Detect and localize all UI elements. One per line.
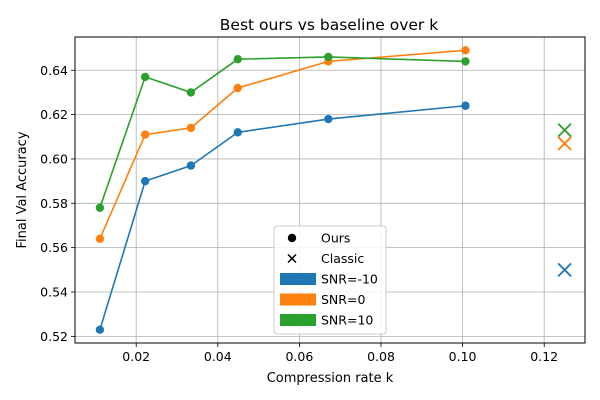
x-axis: 0.02 0.04 0.06 0.08 0.10 0.12	[122, 343, 558, 364]
ours-point-snr-10	[461, 57, 470, 66]
y-tick-label: 0.56	[40, 240, 68, 255]
ours-point-snr-10	[140, 176, 150, 186]
classic-point-snr-0	[557, 136, 572, 151]
legend-marker-circle	[287, 233, 297, 243]
plot-frame	[74, 36, 586, 344]
y-tick-label: 0.64	[40, 63, 68, 78]
ours-point-snr-0	[186, 123, 196, 133]
classic-point-snr-10	[557, 262, 572, 277]
ours-point-snr-0	[233, 83, 242, 93]
x-axis-label: Compression rate k	[267, 371, 394, 386]
x-tick-label: 0.02	[122, 349, 150, 364]
ours-point-snr-0	[140, 130, 150, 139]
ours-point-snr-10	[233, 128, 242, 137]
classic-x-stroke	[557, 262, 572, 277]
legend-x-stroke	[287, 253, 297, 264]
legend-label: Ours	[321, 231, 350, 246]
y-axis: 0.52 0.54 0.56 0.58 0.60 0.62 0.64	[40, 63, 75, 344]
classic-x-stroke	[557, 136, 572, 151]
ours-point-snr-10	[461, 101, 470, 110]
ours-point-snr-0	[95, 234, 105, 243]
legend-label: SNR=0	[321, 292, 365, 307]
ours-point-snr-10	[324, 114, 333, 124]
y-tick-label: 0.62	[40, 107, 68, 122]
legend-label: Classic	[321, 251, 364, 266]
ours-point-snr-10	[186, 161, 196, 170]
classic-point-snr-10	[557, 122, 572, 138]
x-tick-label: 0.08	[367, 349, 395, 364]
ours-point-snr-10	[233, 54, 242, 64]
legend: Ours Classic SNR=-10 SNR=0 SNR=10	[273, 225, 387, 335]
legend-patch	[280, 273, 316, 285]
chart-title: Best ours vs baseline over k	[220, 16, 438, 34]
series-line-snr-10	[99, 104, 466, 330]
y-tick-label: 0.52	[40, 329, 68, 344]
y-tick-label: 0.54	[40, 285, 68, 300]
x-tick-label: 0.04	[204, 349, 232, 364]
legend-label: SNR=10	[321, 313, 373, 328]
legend-patch	[280, 293, 316, 306]
ours-point-snr-10	[140, 72, 150, 82]
legend-marker-x	[287, 253, 297, 264]
ours-point-snr-10	[324, 52, 333, 62]
series-layer	[95, 46, 572, 334]
series-line-snr-10	[99, 56, 466, 209]
legend-patch	[280, 314, 316, 326]
ours-point-snr-10	[186, 88, 196, 97]
y-tick-label: 0.60	[40, 151, 68, 166]
series-line-snr-0	[99, 49, 466, 240]
legend-box	[273, 225, 387, 335]
ours-point-snr-10	[95, 325, 105, 334]
x-tick-label: 0.10	[449, 349, 477, 364]
ours-point-snr-10	[95, 203, 105, 212]
y-tick-label: 0.58	[40, 196, 68, 211]
classic-x-stroke	[557, 122, 572, 138]
x-tick-label: 0.12	[530, 349, 558, 364]
legend-label: SNR=-10	[321, 272, 378, 287]
x-tick-label: 0.06	[285, 349, 313, 364]
y-axis-label: Final Val Accuracy	[15, 131, 30, 248]
ours-point-snr-0	[461, 46, 470, 55]
